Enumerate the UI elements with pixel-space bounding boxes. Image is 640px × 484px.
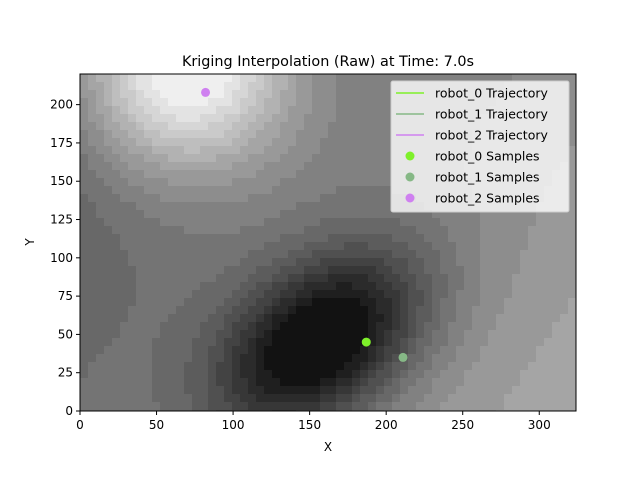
x-axis-label: X xyxy=(324,440,332,454)
sample-point xyxy=(361,337,371,347)
legend-label: robot_1 Samples xyxy=(435,170,540,185)
y-axis-label: Y xyxy=(23,238,37,247)
legend-label: robot_0 Samples xyxy=(435,149,540,164)
legend-label: robot_2 Trajectory xyxy=(435,128,548,143)
y-axis-ticks: 0 25 50 75 100 125 150 175 200 xyxy=(50,98,80,418)
legend-marker-swatch xyxy=(405,151,415,161)
legend-label: robot_0 Trajectory xyxy=(435,86,548,101)
plot-frame xyxy=(79,73,577,412)
legend: robot_0 Trajectory robot_1 Trajectory robo… xyxy=(390,80,570,213)
x-tick-label: 100 xyxy=(222,418,245,432)
chart-title: Kriging Interpolation (Raw) at Time: 7.0… xyxy=(182,54,474,70)
kriging-contour-field xyxy=(80,74,576,411)
legend-label: robot_2 Samples xyxy=(435,191,540,206)
sample-point xyxy=(201,87,211,97)
x-tick-label: 250 xyxy=(451,418,474,432)
x-tick-label: 200 xyxy=(375,418,398,432)
y-tick-label: 175 xyxy=(50,136,73,150)
legend-box xyxy=(390,80,570,213)
sample-point xyxy=(398,352,408,362)
legend-label: robot_1 Trajectory xyxy=(435,107,548,122)
y-tick-label: 150 xyxy=(50,174,73,188)
x-tick-label: 300 xyxy=(528,418,551,432)
y-tick-label: 50 xyxy=(58,327,73,341)
legend-marker-swatch xyxy=(405,172,415,182)
y-tick-label: 0 xyxy=(65,404,73,418)
x-tick-label: 150 xyxy=(298,418,321,432)
x-tick-label: 0 xyxy=(76,418,84,432)
y-tick-label: 25 xyxy=(58,366,73,380)
y-tick-label: 200 xyxy=(50,98,73,112)
x-axis-ticks: 0 50 100 150 200 250 300 xyxy=(76,411,551,432)
y-tick-label: 125 xyxy=(50,213,73,227)
y-tick-label: 100 xyxy=(50,251,73,265)
legend-marker-swatch xyxy=(405,193,415,203)
y-tick-label: 75 xyxy=(58,289,73,303)
x-tick-label: 50 xyxy=(149,418,164,432)
